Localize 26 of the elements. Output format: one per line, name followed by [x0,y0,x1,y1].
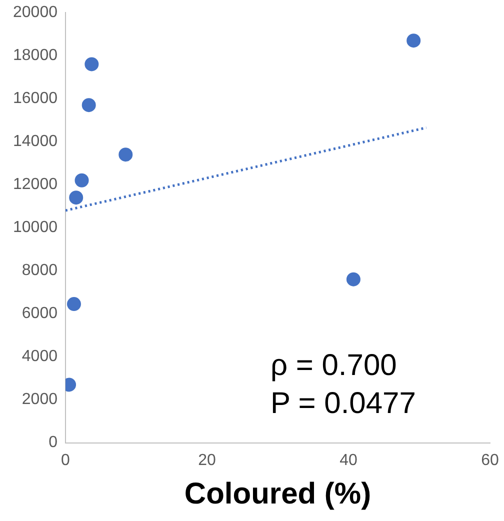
y-tick-label: 12000 [12,176,58,194]
x-axis-title: Coloured (%) [184,477,372,510]
x-tick-label: 40 [340,452,358,469]
point [74,173,89,188]
point [69,190,84,205]
point [66,297,81,312]
y-tick-label: 2000 [22,391,58,408]
x-tick-label: 0 [61,452,70,469]
y-tick-label: 4000 [22,348,58,366]
x-tick-label: 60 [481,452,499,469]
point [84,57,99,72]
y-tick-label: 10000 [12,219,58,236]
point [118,148,133,162]
annotation: ρ = 0.700 [270,348,397,382]
y-tick-label: 18000 [12,47,58,64]
y-tick-label: 16000 [12,90,58,108]
y-tick-label: 14000 [12,133,58,150]
y-tick-label: 20000 [12,4,58,22]
y-tick-label: 6000 [22,305,58,322]
y-tick-label: 0 [48,434,58,452]
y-tick-label: 8000 [22,262,58,280]
point [406,34,421,48]
point [346,272,360,286]
annotation: P = 0.0477 [270,386,416,420]
x-tick-label: 20 [198,452,216,469]
point [82,98,96,112]
